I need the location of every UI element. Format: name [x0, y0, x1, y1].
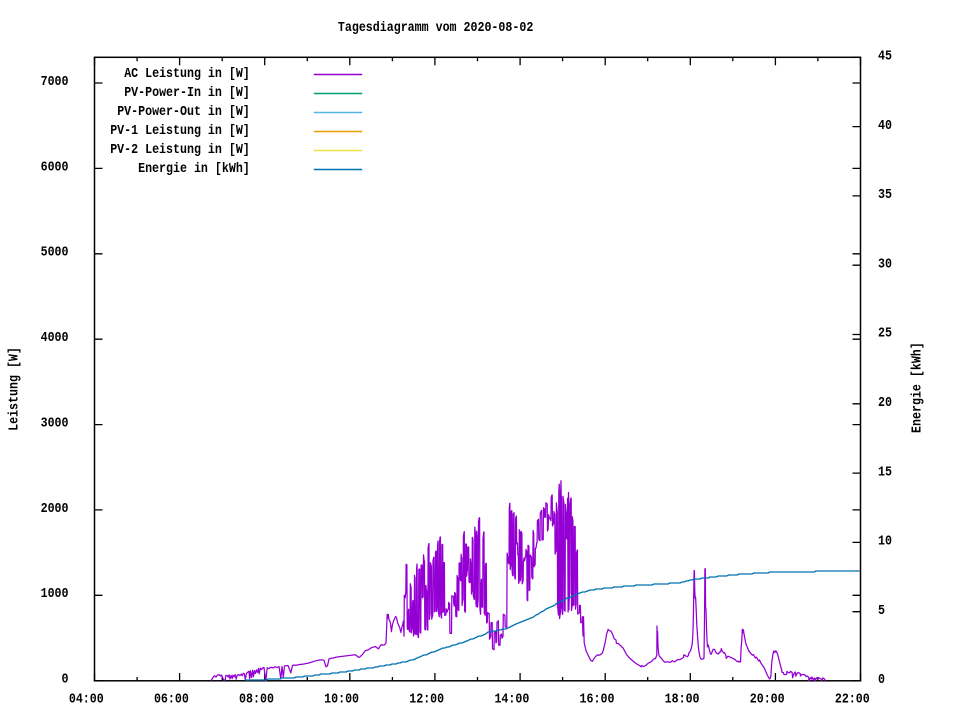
svg-text:08:00: 08:00	[239, 692, 274, 707]
svg-text:Tagesdiagramm vom 2020-08-02: Tagesdiagramm vom 2020-08-02	[338, 21, 533, 36]
svg-text:18:00: 18:00	[665, 692, 700, 707]
svg-text:45: 45	[878, 50, 892, 65]
svg-text:10: 10	[878, 535, 892, 550]
svg-text:15: 15	[878, 465, 892, 480]
svg-text:40: 40	[878, 119, 892, 134]
svg-text:1000: 1000	[41, 587, 69, 602]
svg-text:12:00: 12:00	[409, 692, 444, 707]
svg-text:16:00: 16:00	[580, 692, 615, 707]
svg-text:0: 0	[62, 673, 69, 688]
svg-text:35: 35	[878, 188, 892, 203]
svg-text:25: 25	[878, 327, 892, 342]
svg-text:14:00: 14:00	[494, 692, 529, 707]
svg-text:7000: 7000	[41, 75, 69, 90]
svg-text:Energie in [kWh]: Energie in [kWh]	[138, 162, 250, 177]
svg-text:04:00: 04:00	[69, 692, 104, 707]
svg-text:30: 30	[878, 257, 892, 272]
svg-text:5000: 5000	[41, 246, 69, 261]
svg-text:3000: 3000	[41, 417, 69, 432]
svg-text:PV-Power-In in [W]: PV-Power-In in [W]	[124, 86, 250, 101]
svg-text:PV-Power-Out in [W]: PV-Power-Out in [W]	[117, 105, 250, 120]
svg-text:20:00: 20:00	[750, 692, 785, 707]
svg-text:5: 5	[878, 604, 885, 619]
svg-text:20: 20	[878, 396, 892, 411]
svg-text:06:00: 06:00	[154, 692, 189, 707]
svg-text:Energie [kWh]: Energie [kWh]	[911, 342, 926, 433]
svg-text:PV-1 Leistung in [W]: PV-1 Leistung in [W]	[110, 124, 250, 139]
svg-text:4000: 4000	[41, 331, 69, 346]
svg-text:6000: 6000	[41, 160, 69, 175]
svg-text:10:00: 10:00	[324, 692, 359, 707]
svg-text:Leistung [W]: Leistung [W]	[8, 347, 23, 431]
svg-text:2000: 2000	[41, 502, 69, 517]
svg-text:22:00: 22:00	[835, 692, 870, 707]
svg-text:AC Leistung in [W]: AC Leistung in [W]	[124, 67, 250, 82]
svg-text:PV-2 Leistung in [W]: PV-2 Leistung in [W]	[110, 143, 250, 158]
svg-text:0: 0	[878, 673, 885, 688]
